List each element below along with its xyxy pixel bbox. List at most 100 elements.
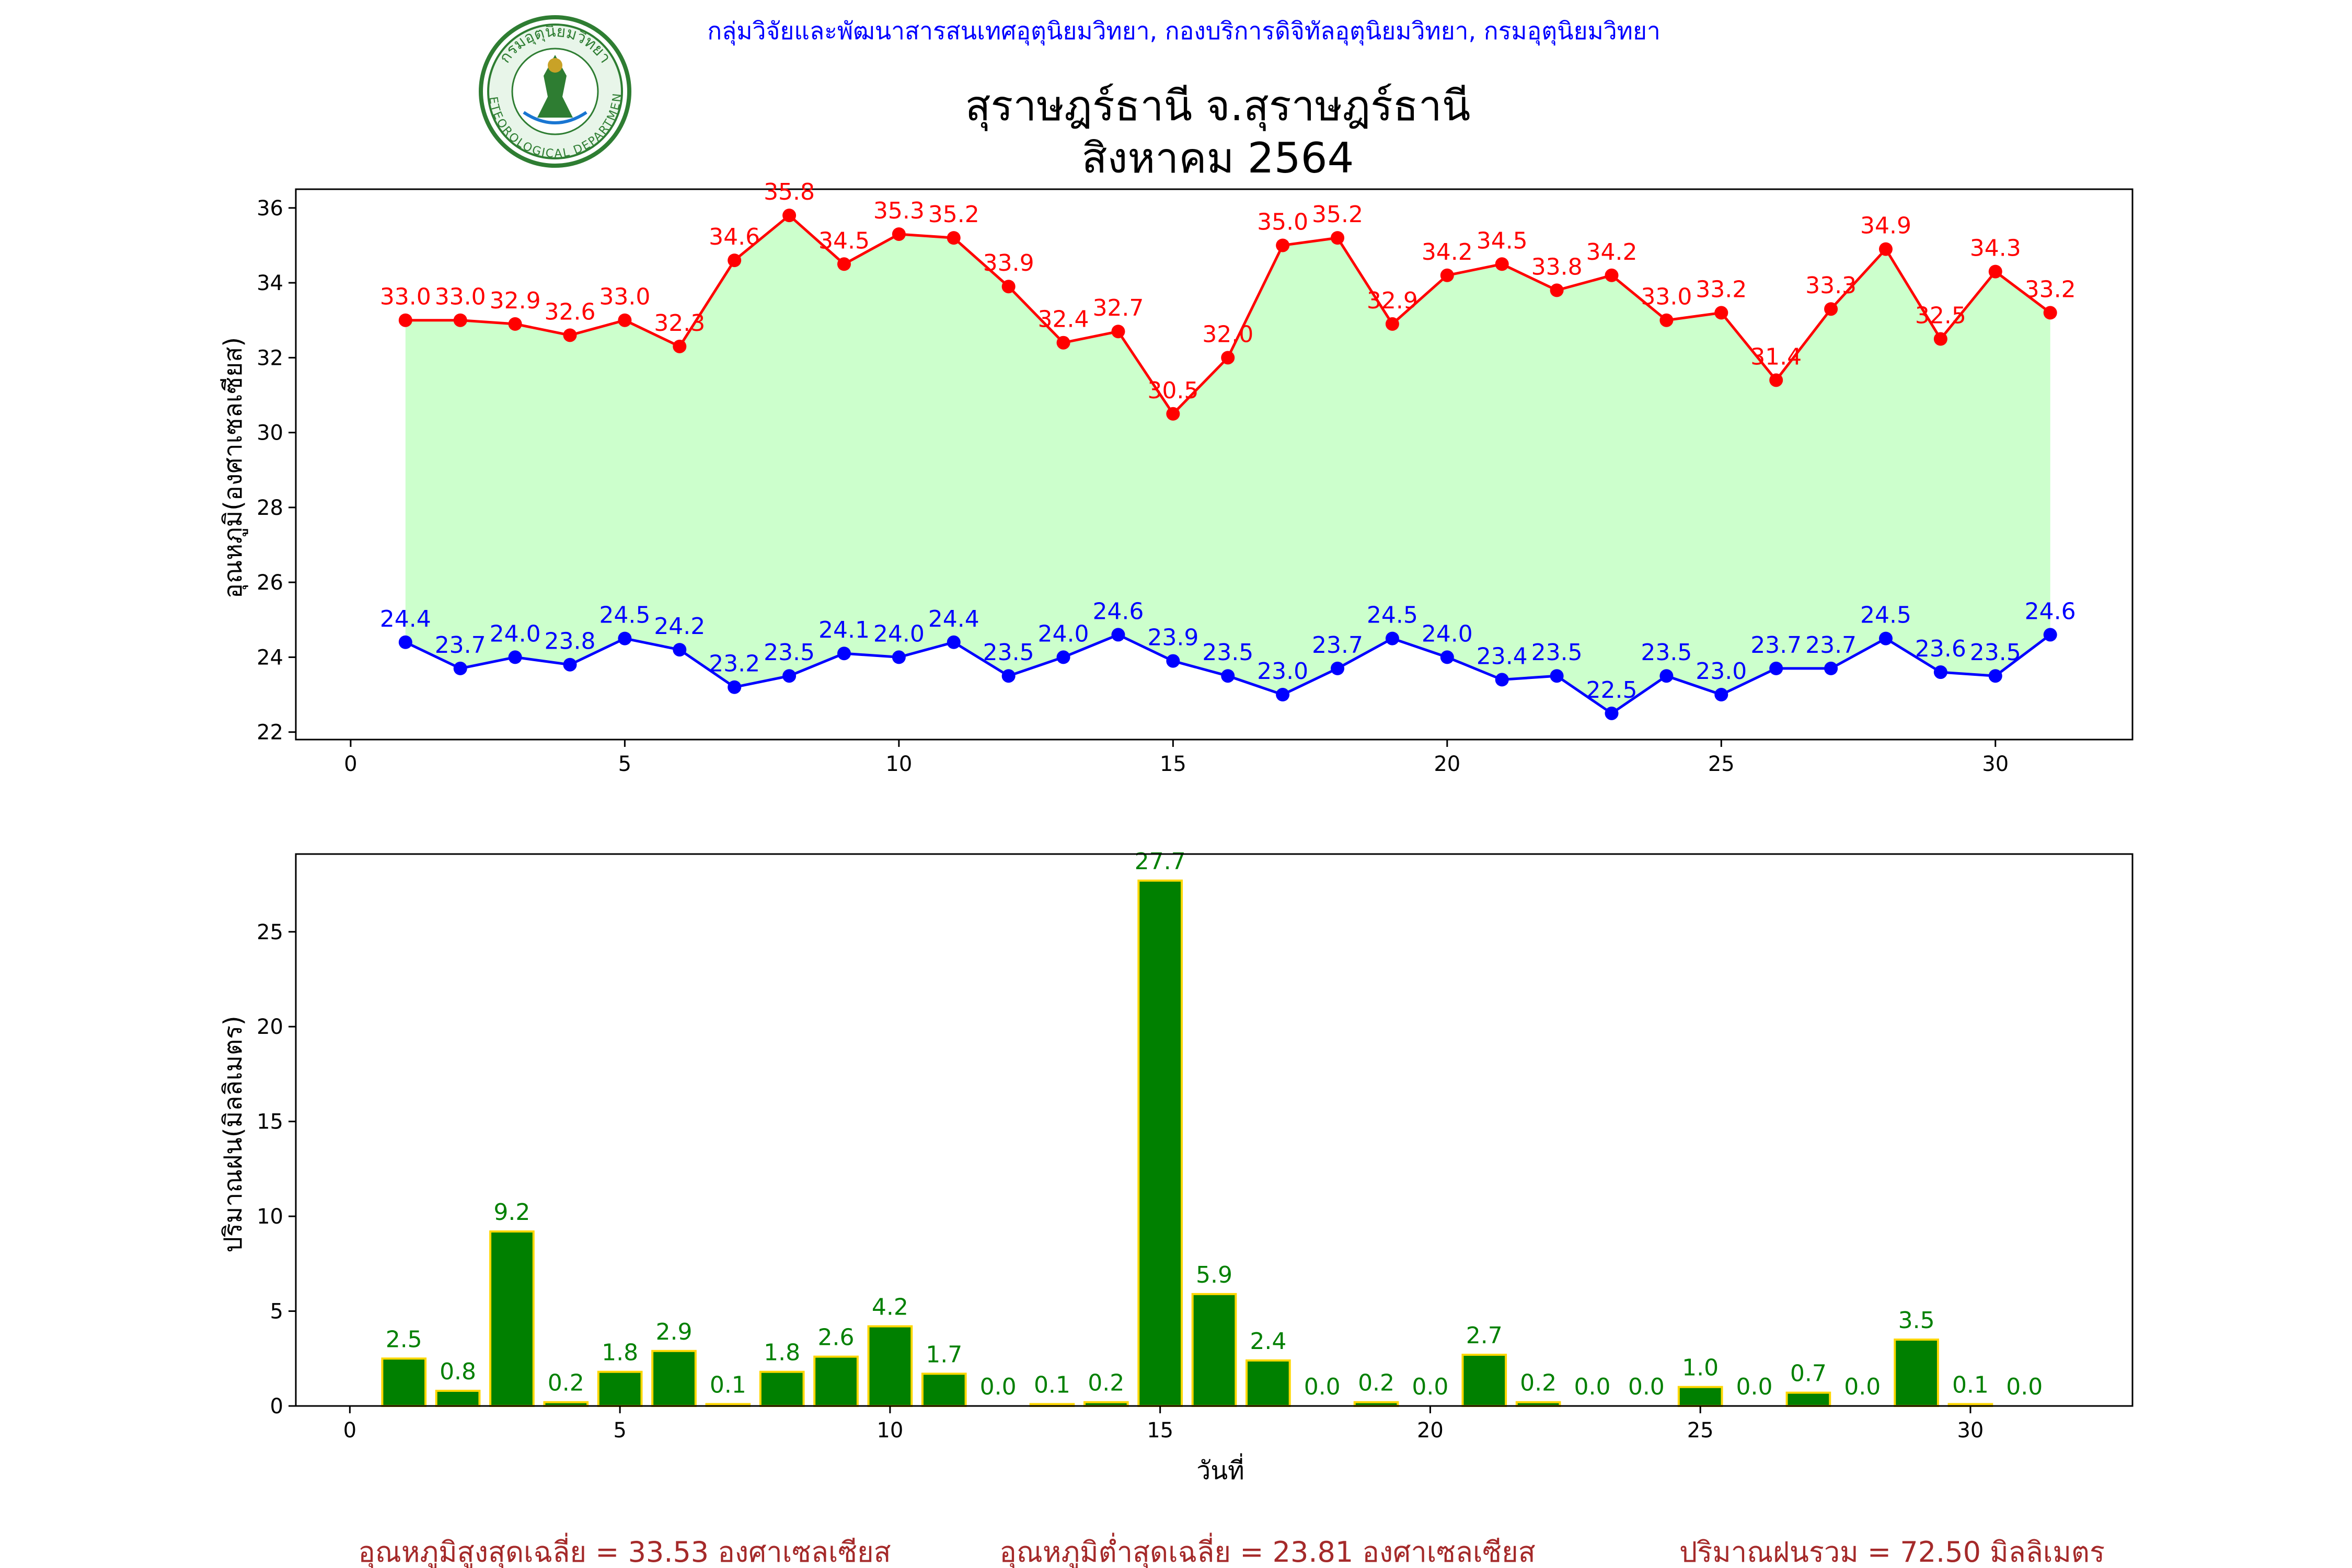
temperature-max-label: 32.9 [1367, 287, 1418, 314]
temperature-max-point [398, 313, 412, 327]
temperature-min-point [1824, 661, 1838, 675]
temperature-max-point [1714, 306, 1728, 320]
temperature-max-label: 35.8 [764, 179, 815, 205]
temperature-max-point [2043, 306, 2057, 320]
temperature-min-point [1769, 661, 1783, 675]
temperature-min-label: 24.0 [490, 620, 541, 647]
temperature-min-point [1714, 688, 1728, 702]
temperature-xtick-label: 30 [1982, 752, 2009, 776]
temperature-max-point [1605, 268, 1619, 282]
temperature-min-point [1933, 665, 1947, 679]
temperature-max-point [1495, 257, 1509, 271]
rainfall-bar-label: 0.0 [1628, 1374, 1665, 1400]
temperature-min-label: 23.5 [1202, 639, 1253, 666]
temperature-ytick-label: 26 [257, 571, 283, 595]
temperature-max-label: 33.0 [1641, 284, 1692, 310]
temperature-min-label: 24.5 [1367, 602, 1418, 629]
temperature-min-point [673, 643, 687, 657]
temperature-min-label: 24.6 [1092, 598, 1144, 625]
rainfall-ytick-label: 10 [257, 1205, 283, 1229]
rainfall-plot-frame [295, 853, 2134, 1407]
rainfall-chart: ปริมาณฝน(มิลลิเมตร) วันที่ 2.5 0.8 9.2 0.2 1… [218, 848, 2134, 1485]
rainfall-bar [381, 1357, 427, 1407]
temperature-max-label: 33.0 [380, 284, 431, 310]
rainfall-xtick-label: 20 [1417, 1419, 1444, 1443]
temperature-ytick-label: 32 [257, 346, 283, 370]
rainfall-bar-label: 2.4 [1250, 1328, 1286, 1355]
rainfall-bar-label: 3.5 [1898, 1307, 1935, 1334]
temperature-ytick-label: 30 [257, 421, 283, 445]
rainfall-bar-label: 0.0 [1412, 1374, 1448, 1400]
rainfall-ylabel: ปริมาณฝน(มิลลิเมตร) [218, 1016, 248, 1252]
temperature-min-point [398, 635, 412, 649]
temperature-min-label: 23.5 [1641, 639, 1692, 666]
temperature-min-label: 24.4 [928, 606, 979, 632]
rainfall-bar [1461, 1354, 1507, 1407]
rainfall-xtick-label: 0 [343, 1419, 356, 1443]
rainfall-bar [1137, 879, 1183, 1407]
meteorological-department-logo: กรมอุตุนิยมวิทยา METEOROLOGICAL DEPARTME… [479, 15, 631, 168]
temperature-max-point [673, 339, 687, 353]
temperature-max-point [1550, 283, 1564, 297]
temperature-max-point [1331, 231, 1345, 245]
temperature-max-label: 31.4 [1750, 343, 1802, 370]
temperature-max-label: 34.5 [1477, 227, 1528, 254]
rainfall-bar-label: 0.0 [980, 1374, 1017, 1400]
temperature-ytick-label: 22 [257, 721, 283, 745]
temperature-min-label: 23.4 [1477, 643, 1528, 670]
temperature-min-label: 23.7 [1805, 632, 1857, 659]
temperature-max-label: 34.2 [1586, 239, 1638, 266]
avg-min-summary: อุณหภูมิต่ำสุดเฉลี่ย = 23.81 องศาเซลเซีย… [999, 1532, 1535, 1568]
rainfall-bar-label: 0.8 [440, 1358, 476, 1385]
temperature-min-label: 23.5 [1531, 639, 1583, 666]
temperature-min-label: 23.0 [1257, 658, 1308, 685]
rainfall-bar-label: 9.2 [493, 1199, 530, 1226]
temperature-max-label: 34.3 [1970, 235, 2021, 262]
temperature-max-point [1988, 264, 2002, 279]
rainfall-bar-label: 1.8 [602, 1340, 638, 1366]
avg-max-summary: อุณหภูมิสูงสุดเฉลี่ย = 33.53 องศาเซลเซีย… [358, 1532, 891, 1568]
rainfall-bar [1894, 1338, 1939, 1408]
temperature-min-label: 24.5 [1860, 602, 1911, 629]
temperature-max-point [728, 253, 742, 268]
temperature-ytick-label: 36 [257, 197, 283, 221]
rainfall-bar-label: 0.0 [1844, 1374, 1881, 1400]
rainfall-bar-label: 0.0 [1574, 1374, 1610, 1400]
temperature-max-label: 32.0 [1202, 321, 1253, 348]
temperature-max-point [1440, 268, 1454, 282]
temperature-min-label: 23.0 [1696, 658, 1747, 685]
temperature-max-point [1824, 302, 1838, 316]
temperature-ytick-label: 28 [257, 496, 283, 520]
rainfall-ytick-label: 0 [270, 1394, 283, 1419]
temperature-min-label: 24.2 [654, 613, 705, 640]
rainfall-xtick-label: 15 [1147, 1419, 1173, 1443]
temperature-max-label: 32.3 [654, 310, 705, 337]
rainfall-bar [921, 1373, 967, 1408]
temperature-min-point [1001, 669, 1016, 683]
temperature-max-label: 33.0 [435, 284, 486, 310]
temperature-max-point [947, 231, 961, 245]
temperature-max-label: 34.6 [709, 224, 760, 250]
temperature-max-label: 32.4 [1038, 306, 1089, 333]
temperature-max-label: 34.5 [818, 227, 870, 254]
temperature-max-label: 32.6 [544, 298, 595, 325]
temperature-max-point [618, 313, 632, 327]
temperature-max-point [782, 209, 797, 223]
temperature-max-point [1111, 325, 1125, 339]
temperature-min-label: 23.8 [544, 628, 595, 655]
temperature-min-point [1605, 706, 1619, 720]
temperature-max-point [837, 257, 851, 271]
rainfall-xlabel: วันที่ [1196, 1453, 1244, 1485]
temperature-min-point [1166, 654, 1180, 668]
temperature-xtick-label: 0 [344, 752, 357, 776]
rainfall-bar [489, 1230, 535, 1407]
temperature-min-point [1440, 650, 1454, 664]
temperature-min-point [1276, 688, 1290, 702]
temperature-max-point [563, 328, 577, 342]
rainfall-bar-label: 0.2 [548, 1370, 584, 1397]
rainfall-bar-label: 0.2 [1520, 1370, 1557, 1397]
temperature-min-point [453, 661, 467, 675]
rainfall-bar-label: 2.9 [655, 1319, 692, 1345]
rainfall-xtick-label: 30 [1957, 1419, 1984, 1443]
